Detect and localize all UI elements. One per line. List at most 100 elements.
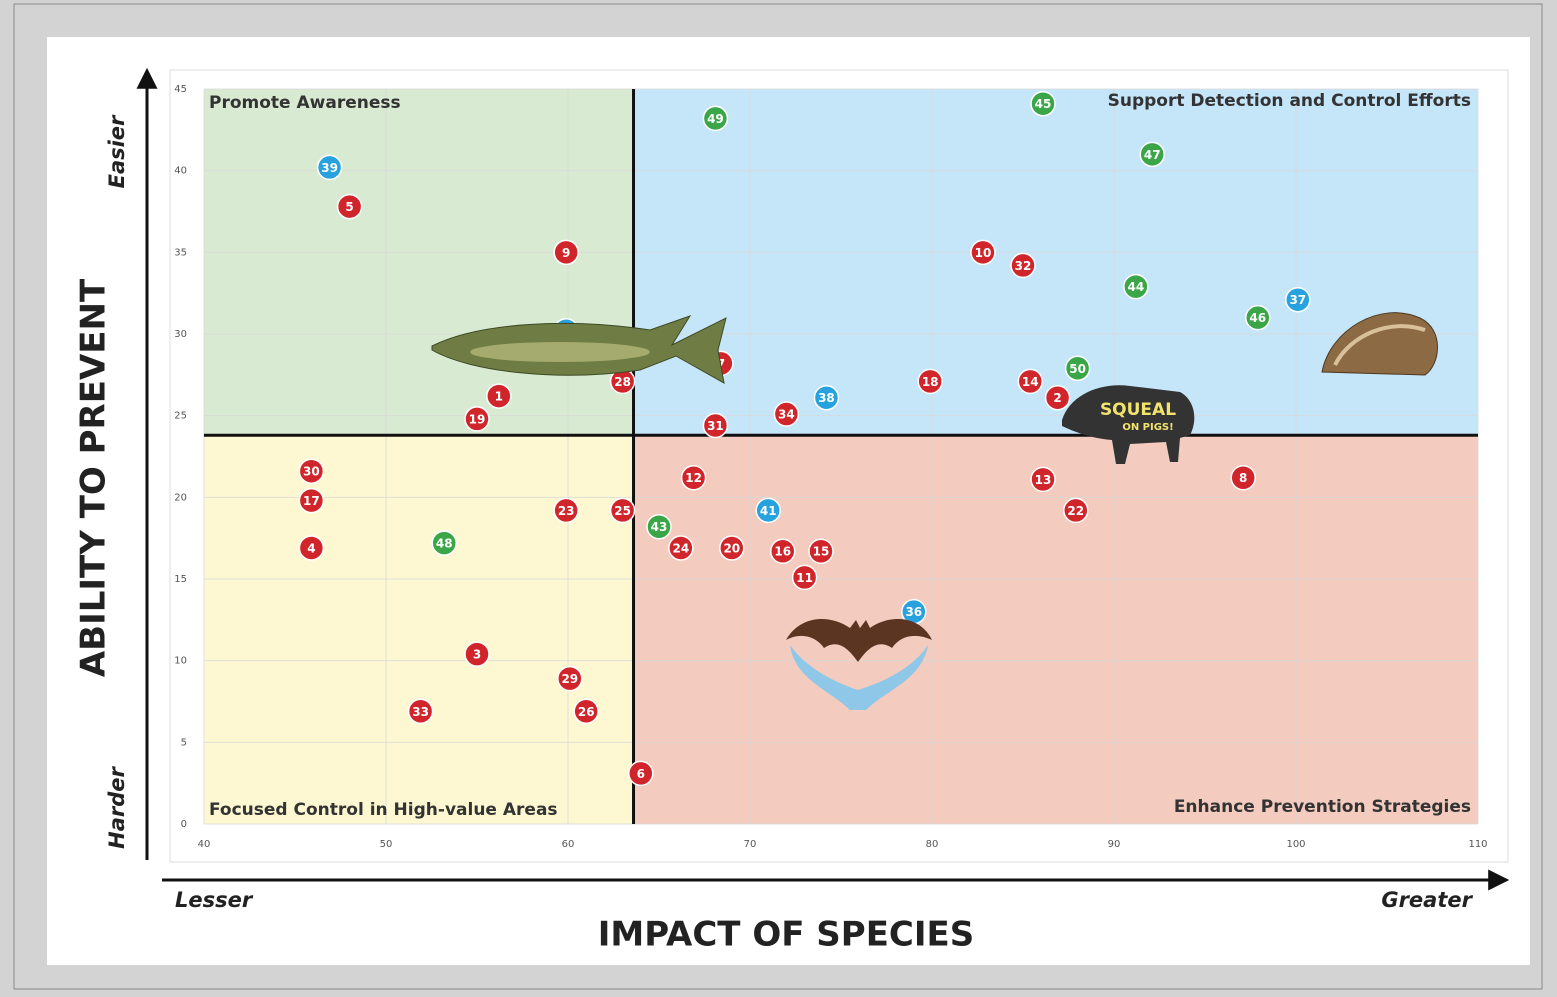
point: 48 bbox=[432, 531, 456, 555]
point-label: 43 bbox=[651, 520, 668, 534]
y-tick-label: 0 bbox=[181, 819, 187, 830]
quadrant bbox=[634, 89, 1478, 435]
point: 2 bbox=[1046, 386, 1070, 410]
point-label: 16 bbox=[774, 545, 791, 559]
point-label: 39 bbox=[321, 161, 338, 175]
y-low-label: Harder bbox=[105, 765, 129, 848]
point-label: 22 bbox=[1067, 504, 1084, 518]
point-label: 2 bbox=[1053, 391, 1061, 405]
point-label: 29 bbox=[561, 672, 578, 686]
point-label: 49 bbox=[707, 112, 724, 126]
y-tick-label: 5 bbox=[181, 737, 187, 748]
chart: 405060708090100110051015202530354045Prom… bbox=[0, 0, 1557, 993]
point-label: 31 bbox=[707, 419, 724, 433]
point-label: 10 bbox=[975, 246, 992, 260]
y-tick-label: 35 bbox=[174, 247, 187, 258]
quadrant-label: Promote Awareness bbox=[209, 93, 401, 113]
y-tick-label: 30 bbox=[174, 329, 187, 340]
point-label: 14 bbox=[1022, 375, 1039, 389]
point: 30 bbox=[299, 459, 323, 483]
point-label: 3 bbox=[473, 648, 481, 662]
point-label: 26 bbox=[578, 705, 595, 719]
badge-text: ON PIGS! bbox=[1122, 422, 1173, 433]
y-tick-label: 20 bbox=[174, 492, 187, 503]
point-label: 44 bbox=[1127, 280, 1144, 294]
point-label: 32 bbox=[1015, 259, 1032, 273]
point: 37 bbox=[1286, 288, 1310, 312]
point: 38 bbox=[814, 386, 838, 410]
y-tick-label: 45 bbox=[174, 84, 187, 95]
point: 1 bbox=[487, 384, 511, 408]
x-axis-title: IMPACT OF SPECIES bbox=[598, 915, 975, 955]
point: 43 bbox=[647, 515, 671, 539]
x-tick-label: 100 bbox=[1286, 839, 1305, 850]
point: 3 bbox=[465, 642, 489, 666]
point-label: 37 bbox=[1289, 293, 1306, 307]
point: 50 bbox=[1066, 356, 1090, 380]
point: 20 bbox=[720, 536, 744, 560]
point-label: 34 bbox=[778, 408, 795, 422]
point-label: 47 bbox=[1144, 148, 1161, 162]
point-label: 18 bbox=[922, 375, 939, 389]
point-label: 48 bbox=[436, 537, 453, 551]
point: 14 bbox=[1018, 369, 1042, 393]
point-label: 38 bbox=[818, 391, 835, 405]
x-tick-label: 60 bbox=[562, 839, 575, 850]
point-label: 45 bbox=[1035, 97, 1052, 111]
point: 8 bbox=[1231, 466, 1255, 490]
point: 23 bbox=[554, 498, 578, 522]
point-label: 13 bbox=[1035, 473, 1052, 487]
quadrant-label: Support Detection and Control Efforts bbox=[1108, 91, 1471, 111]
point-label: 36 bbox=[905, 605, 922, 619]
point: 45 bbox=[1031, 92, 1055, 116]
x-tick-label: 80 bbox=[926, 839, 939, 850]
point: 26 bbox=[574, 699, 598, 723]
point: 5 bbox=[338, 195, 362, 219]
x-low-label: Lesser bbox=[175, 888, 254, 912]
point: 41 bbox=[756, 498, 780, 522]
point-label: 46 bbox=[1249, 311, 1266, 325]
point-label: 28 bbox=[614, 375, 631, 389]
point: 12 bbox=[682, 466, 706, 490]
point-label: 11 bbox=[796, 571, 813, 585]
point-label: 4 bbox=[307, 541, 315, 555]
point-label: 23 bbox=[558, 504, 575, 518]
point-label: 19 bbox=[469, 412, 486, 426]
point: 13 bbox=[1031, 467, 1055, 491]
point: 10 bbox=[971, 240, 995, 264]
point: 24 bbox=[669, 536, 693, 560]
point: 4 bbox=[299, 536, 323, 560]
point-label: 15 bbox=[813, 545, 830, 559]
point: 6 bbox=[629, 761, 653, 785]
point-label: 24 bbox=[672, 541, 689, 555]
point-label: 17 bbox=[303, 494, 320, 508]
x-tick-label: 70 bbox=[744, 839, 757, 850]
badge-text: SQUEAL bbox=[1100, 400, 1176, 420]
point-label: 30 bbox=[303, 465, 320, 479]
y-high-label: Easier bbox=[105, 114, 129, 188]
quadrant-label: Enhance Prevention Strategies bbox=[1174, 797, 1471, 817]
point-label: 5 bbox=[345, 200, 353, 214]
point-label: 9 bbox=[562, 246, 570, 260]
point-label: 33 bbox=[412, 705, 429, 719]
quadrant bbox=[634, 435, 1478, 824]
y-tick-label: 40 bbox=[174, 166, 187, 177]
point: 17 bbox=[299, 489, 323, 513]
point: 31 bbox=[703, 413, 727, 437]
point: 11 bbox=[793, 565, 817, 589]
point: 46 bbox=[1246, 306, 1270, 330]
x-tick-label: 90 bbox=[1108, 839, 1121, 850]
x-tick-label: 40 bbox=[198, 839, 211, 850]
point-label: 8 bbox=[1239, 471, 1247, 485]
quadrant bbox=[204, 435, 634, 824]
x-tick-label: 110 bbox=[1468, 839, 1487, 850]
point: 9 bbox=[554, 240, 578, 264]
point: 34 bbox=[774, 402, 798, 426]
x-tick-label: 50 bbox=[380, 839, 393, 850]
y-tick-label: 25 bbox=[174, 411, 187, 422]
point: 16 bbox=[771, 539, 795, 563]
point: 47 bbox=[1140, 142, 1164, 166]
point: 18 bbox=[918, 369, 942, 393]
point-label: 20 bbox=[723, 541, 740, 555]
